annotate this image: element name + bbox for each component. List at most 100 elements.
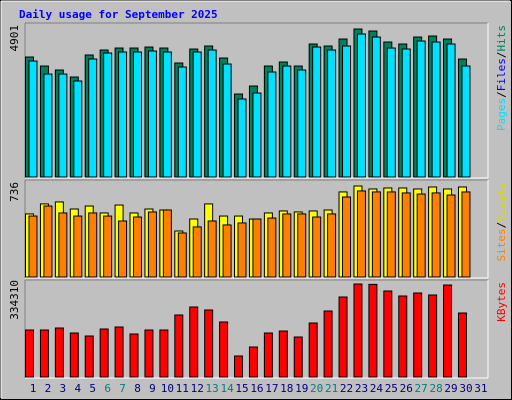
- bar: [446, 43, 456, 178]
- bar: [69, 332, 79, 378]
- legend: Sites/Visits: [495, 182, 508, 262]
- bar: [308, 322, 318, 378]
- bar: [84, 335, 94, 378]
- y-tick-label: 334310: [8, 280, 21, 320]
- bar: [129, 333, 139, 378]
- bar: [133, 51, 143, 178]
- bar: [443, 284, 453, 378]
- x-tick-label: 15: [235, 382, 248, 395]
- x-tick-label: 1: [30, 382, 37, 395]
- bar: [219, 321, 229, 378]
- bar: [237, 98, 247, 178]
- bar: [401, 192, 411, 278]
- bar: [43, 73, 53, 178]
- bar: [162, 209, 172, 278]
- bar: [386, 191, 396, 278]
- x-tick-label: 23: [355, 382, 368, 395]
- legend-separator: /: [495, 91, 508, 98]
- bar: [54, 327, 64, 378]
- legend: KBytes: [495, 282, 508, 322]
- bar: [73, 80, 83, 178]
- bar: [263, 332, 273, 378]
- bar: [174, 314, 184, 378]
- bar: [416, 40, 426, 178]
- bar: [312, 216, 322, 278]
- bar: [114, 326, 124, 378]
- bar: [192, 51, 202, 178]
- bar: [144, 329, 154, 378]
- bar: [237, 222, 247, 278]
- x-tick-label: 12: [191, 382, 204, 395]
- bar: [147, 211, 157, 278]
- bar: [327, 213, 337, 278]
- bar: [39, 329, 49, 378]
- bar: [28, 215, 38, 278]
- bar: [234, 355, 244, 378]
- x-tick-label: 17: [265, 382, 278, 395]
- x-tick-label: 2: [45, 382, 52, 395]
- bar: [267, 71, 277, 178]
- chart-title: Daily usage for September 2025: [19, 8, 218, 21]
- x-tick-label: 13: [206, 382, 219, 395]
- x-tick-label: 29: [444, 382, 457, 395]
- x-tick-label: 21: [325, 382, 338, 395]
- bar: [356, 190, 366, 278]
- bar: [222, 224, 232, 278]
- bar: [103, 215, 113, 278]
- bar: [25, 329, 34, 378]
- bar: [371, 36, 381, 178]
- legend-entry: Sites: [495, 228, 508, 261]
- x-tick-label: 10: [161, 382, 174, 395]
- legend-entry: Hits: [495, 25, 508, 52]
- x-tick-label: 6: [104, 382, 111, 395]
- bar: [398, 295, 408, 378]
- legend-separator: /: [495, 52, 508, 59]
- bar: [461, 65, 471, 178]
- bar: [413, 292, 423, 378]
- legend: Pages/Files/Hits: [495, 25, 508, 131]
- bar: [293, 336, 303, 378]
- y-tick-label: 4901: [8, 25, 21, 52]
- bar: [28, 60, 38, 178]
- bar: [267, 217, 277, 278]
- bar: [297, 213, 307, 278]
- bar: [159, 329, 169, 378]
- x-tick-label: 16: [250, 382, 263, 395]
- bar: [342, 196, 352, 278]
- bar: [431, 192, 441, 278]
- bar: [356, 33, 366, 178]
- bar: [371, 191, 381, 278]
- x-tick-label: 24: [370, 382, 384, 395]
- bar: [457, 312, 467, 378]
- bar: [278, 330, 288, 378]
- bar: [204, 309, 214, 378]
- x-tick-label: 11: [176, 382, 189, 395]
- legend-entry: Pages: [495, 98, 508, 131]
- bar: [222, 63, 232, 178]
- x-tick-label: 31: [474, 382, 487, 395]
- bar: [103, 52, 113, 178]
- bar: [99, 328, 109, 378]
- bar: [297, 69, 307, 178]
- x-tick-label: 27: [415, 382, 428, 395]
- x-tick-label: 4: [74, 382, 81, 395]
- bar: [383, 290, 393, 378]
- bar: [282, 65, 292, 178]
- bar: [58, 212, 68, 278]
- x-tick-label: 3: [60, 382, 67, 395]
- bar: [147, 50, 157, 178]
- x-tick-label: 28: [429, 382, 442, 395]
- bar: [368, 283, 378, 378]
- legend-separator: /: [495, 222, 508, 229]
- bar: [118, 51, 128, 178]
- bar: [252, 218, 262, 278]
- bar: [312, 46, 322, 178]
- x-tick-label: 14: [220, 382, 234, 395]
- x-tick-label: 18: [280, 382, 293, 395]
- x-tick-label: 22: [340, 382, 353, 395]
- bar: [282, 213, 292, 278]
- bar: [431, 41, 441, 178]
- x-tick-label: 7: [119, 382, 126, 395]
- bar: [133, 216, 143, 278]
